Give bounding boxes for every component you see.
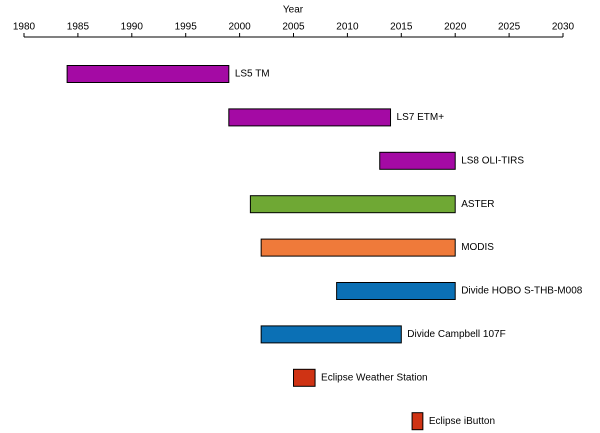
x-tick-label: 1980 [13,22,36,33]
bar [66,65,230,83]
bar [249,195,456,214]
bar-label: Eclipse iButton [429,416,495,427]
bar [260,238,456,257]
x-tick-label: 2005 [282,22,305,33]
bar [336,282,456,300]
bar [293,368,316,387]
bar [411,412,424,431]
x-tick-label: 1985 [67,22,90,33]
x-tick-label: 1990 [121,22,144,33]
bar-label: ASTER [461,199,494,210]
x-tick-label: 1995 [175,22,198,33]
x-tick-label: 2010 [336,22,359,33]
x-tick-label: 2020 [444,22,467,33]
bar-label: LS7 ETM+ [397,112,445,123]
bar-label: Eclipse Weather Station [321,372,428,383]
bar-label: LS5 TM [235,69,270,80]
bar-label: MODIS [461,242,494,253]
bar [260,325,402,344]
bar-label: LS8 OLI-TIRS [461,155,524,166]
x-axis-title: Year [283,5,304,16]
bar-label: Divide HOBO S-THB-M008 [461,286,583,297]
bar [228,108,392,127]
x-tick-label: 2000 [228,22,251,33]
x-tick-label: 2025 [498,22,521,33]
bar-label: Divide Campbell 107F [407,329,505,340]
x-tick-label: 2015 [390,22,413,33]
bar [379,151,456,170]
x-tick-label: 2030 [552,22,575,33]
